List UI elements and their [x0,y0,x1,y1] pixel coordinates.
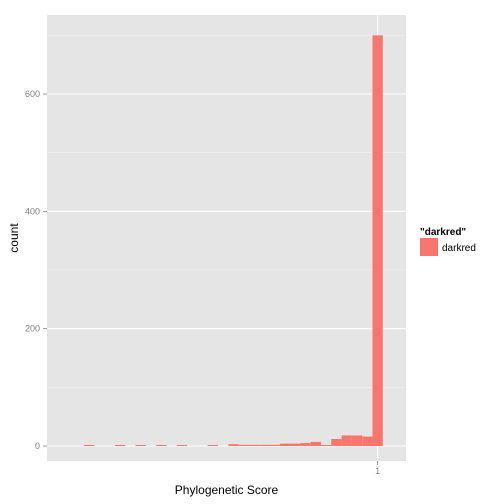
legend: "darkred" darkred [420,227,476,256]
y-tick-label: 0 [35,441,40,451]
bars [84,35,383,446]
y-axis: 0 200 400 600 [25,89,47,451]
legend-label: darkred [442,243,476,254]
histogram-bar [248,444,260,446]
x-axis-title: Phylogenetic Score [175,483,279,497]
histogram-bar [362,436,373,446]
x-tick-label: 1 [375,466,380,476]
histogram-bar [351,435,363,446]
histogram-bar [310,441,321,446]
minor-gridlines [47,35,406,388]
histogram-bar [341,435,352,446]
histogram-bar [259,444,270,446]
plot-panel [47,15,406,461]
histogram-bar [84,445,95,446]
histogram-bar [115,445,126,446]
y-tick-label: 400 [25,206,40,216]
histogram-bar [238,444,249,446]
histogram-bar [269,444,280,446]
histogram-bar [321,445,332,446]
histogram-bar [228,444,239,446]
histogram-bar [300,443,311,446]
histogram-bar [207,445,218,446]
histogram-bar [176,445,188,446]
histogram-bar [279,443,291,446]
histogram-bar [156,445,167,446]
y-tick-label: 600 [25,89,40,99]
legend-key [420,238,438,256]
histogram-bar [331,438,342,446]
histogram-bar [290,443,301,446]
histogram-bar [372,35,383,446]
x-axis: 1 [375,461,380,476]
histogram-bar [135,445,146,446]
legend-title: "darkred" [420,227,466,238]
y-tick-label: 200 [25,324,40,334]
y-axis-title: count [7,223,21,253]
